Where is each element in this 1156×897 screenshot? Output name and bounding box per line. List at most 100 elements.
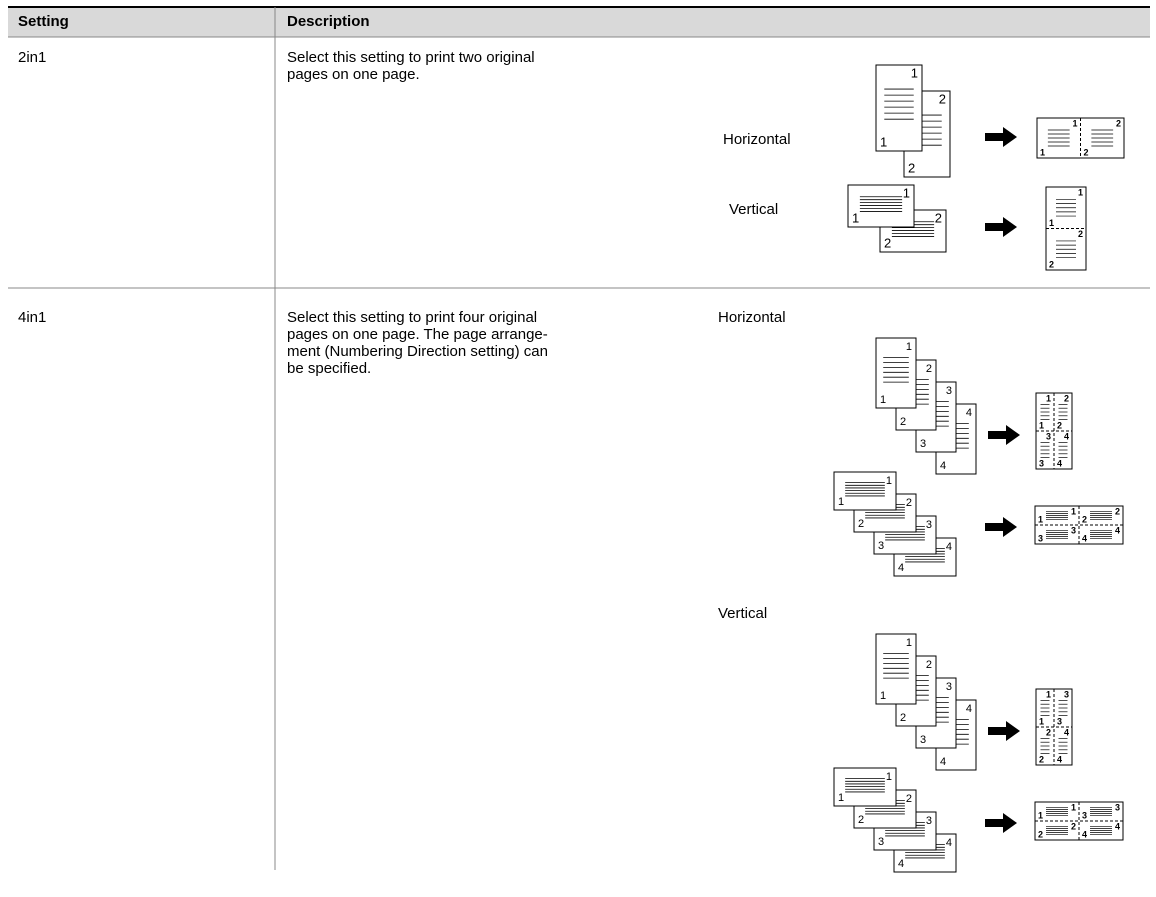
arrow — [988, 425, 1020, 445]
description-line: Select this setting to print two origina… — [287, 49, 535, 66]
page-number: 4 — [946, 541, 952, 553]
page-number: 2 — [1064, 393, 1069, 403]
page-number: 3 — [1071, 525, 1076, 535]
page-number: 4 — [940, 756, 946, 768]
page-number: 2 — [858, 814, 864, 826]
page-number: 2 — [906, 793, 912, 805]
page-number: 3 — [1039, 458, 1044, 468]
page-number: 3 — [1115, 802, 1120, 812]
page-number: 1 — [1046, 689, 1051, 699]
page-number: 3 — [946, 385, 952, 397]
page-number: 4 — [1082, 829, 1087, 839]
page-number: 2 — [926, 363, 932, 375]
layout-label: Horizontal — [718, 309, 786, 326]
page-number: 1 — [906, 637, 912, 649]
setting-name: 4in1 — [18, 309, 46, 326]
layout-label: Vertical — [718, 605, 767, 622]
page-number: 1 — [1039, 420, 1044, 430]
arrow — [985, 517, 1017, 537]
page-number: 2 — [935, 210, 942, 225]
page-number: 1 — [838, 496, 844, 508]
page-number: 2 — [1039, 754, 1044, 764]
page-number: 1 — [1039, 716, 1044, 726]
page-number: 2 — [926, 659, 932, 671]
page-number: 1 — [880, 690, 886, 702]
page-number: 4 — [1064, 431, 1069, 441]
page-number: 2 — [1084, 147, 1089, 157]
page-number: 1 — [906, 341, 912, 353]
page-number: 3 — [878, 836, 884, 848]
page-number: 1 — [1071, 802, 1076, 812]
page-number: 3 — [1057, 716, 1062, 726]
page-number: 3 — [926, 815, 932, 827]
page-number: 2 — [1038, 829, 1043, 839]
page-number: 4 — [1082, 533, 1087, 543]
page-number: 4 — [1057, 458, 1062, 468]
page-number: 4 — [898, 562, 904, 574]
page-number: 1 — [1072, 118, 1077, 128]
page-number: 2 — [1071, 821, 1076, 831]
page-number: 4 — [946, 837, 952, 849]
page-number: 3 — [920, 734, 926, 746]
page-number: 4 — [1057, 754, 1062, 764]
page-number: 1 — [886, 475, 892, 487]
description-line: pages on one page. — [287, 66, 420, 83]
page-number: 3 — [946, 681, 952, 693]
header-setting: Setting — [18, 13, 69, 30]
page-number: 2 — [1078, 229, 1083, 239]
page-number: 3 — [1046, 431, 1051, 441]
page-number: 2 — [900, 712, 906, 724]
page-number: 3 — [920, 438, 926, 450]
description-line: Select this setting to print four origin… — [287, 309, 537, 326]
page-number: 3 — [1038, 533, 1043, 543]
page-number: 4 — [898, 858, 904, 870]
page-number: 1 — [1078, 187, 1083, 197]
page-number: 2 — [1115, 506, 1120, 516]
page — [847, 184, 915, 228]
description-line: be specified. — [287, 360, 371, 377]
page-number: 3 — [926, 519, 932, 531]
description-line: ment (Numbering Direction setting) can — [287, 343, 548, 360]
layout-label: Vertical — [729, 201, 778, 218]
page-number: 1 — [1038, 514, 1043, 524]
page-number: 2 — [1057, 420, 1062, 430]
page-number: 4 — [1115, 525, 1120, 535]
page-number: 2 — [1046, 727, 1051, 737]
page-number: 2 — [884, 235, 891, 250]
page-number: 2 — [939, 91, 946, 106]
page-number: 1 — [1049, 218, 1054, 228]
page-number: 2 — [858, 518, 864, 530]
arrow — [988, 721, 1020, 741]
page-number: 4 — [940, 460, 946, 472]
layout-label: Horizontal — [723, 131, 791, 148]
page-number: 1 — [880, 394, 886, 406]
header-background — [8, 7, 1150, 37]
page-number: 2 — [908, 160, 915, 175]
page-number: 4 — [1115, 821, 1120, 831]
page-number: 2 — [1116, 118, 1121, 128]
page-number: 4 — [966, 407, 972, 419]
page-number: 2 — [906, 497, 912, 509]
page-number: 1 — [886, 771, 892, 783]
setting-name: 2in1 — [18, 49, 46, 66]
description-line: pages on one page. The page arrange- — [287, 326, 548, 343]
arrow — [985, 813, 1017, 833]
page — [875, 337, 917, 409]
page-number: 2 — [1082, 514, 1087, 524]
page-number: 1 — [1038, 810, 1043, 820]
page — [875, 633, 917, 705]
page-number: 1 — [852, 210, 859, 225]
page-number: 2 — [1049, 259, 1054, 269]
page-number: 1 — [903, 185, 910, 200]
page-number: 3 — [1082, 810, 1087, 820]
page — [875, 64, 923, 152]
page — [833, 767, 897, 807]
page-number: 1 — [1071, 506, 1076, 516]
page-number: 4 — [1064, 727, 1069, 737]
page-number: 1 — [1040, 147, 1045, 157]
page-number: 1 — [911, 65, 918, 80]
page-number: 3 — [878, 540, 884, 552]
page-number: 1 — [838, 792, 844, 804]
page-number: 2 — [900, 416, 906, 428]
